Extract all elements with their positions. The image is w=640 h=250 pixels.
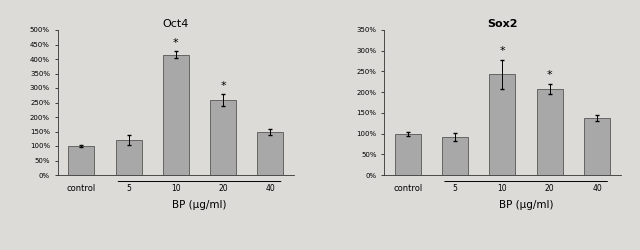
Text: *: * [547,70,552,80]
Bar [490,74,515,175]
Bar [257,132,284,175]
Text: 20: 20 [218,184,228,193]
Text: 20: 20 [545,184,555,193]
Bar [395,134,421,175]
Text: control: control [67,184,96,193]
Bar [537,89,563,175]
Text: 10: 10 [498,184,508,193]
Text: *: * [173,38,179,48]
Text: *: * [220,81,226,91]
Text: 40: 40 [266,184,275,193]
Bar [210,100,236,175]
Bar [116,140,141,175]
Text: BP (μg/ml): BP (μg/ml) [499,200,554,210]
Title: Oct4: Oct4 [163,19,189,29]
Bar [584,118,610,175]
Title: Sox2: Sox2 [487,19,518,29]
Text: 10: 10 [171,184,180,193]
Bar [163,55,189,175]
Bar [68,146,94,175]
Text: control: control [394,184,422,193]
Text: 5: 5 [452,184,458,193]
Text: 5: 5 [126,184,131,193]
Text: 40: 40 [592,184,602,193]
Bar [442,137,468,175]
Text: *: * [500,46,506,56]
Text: BP (μg/ml): BP (μg/ml) [172,200,227,210]
